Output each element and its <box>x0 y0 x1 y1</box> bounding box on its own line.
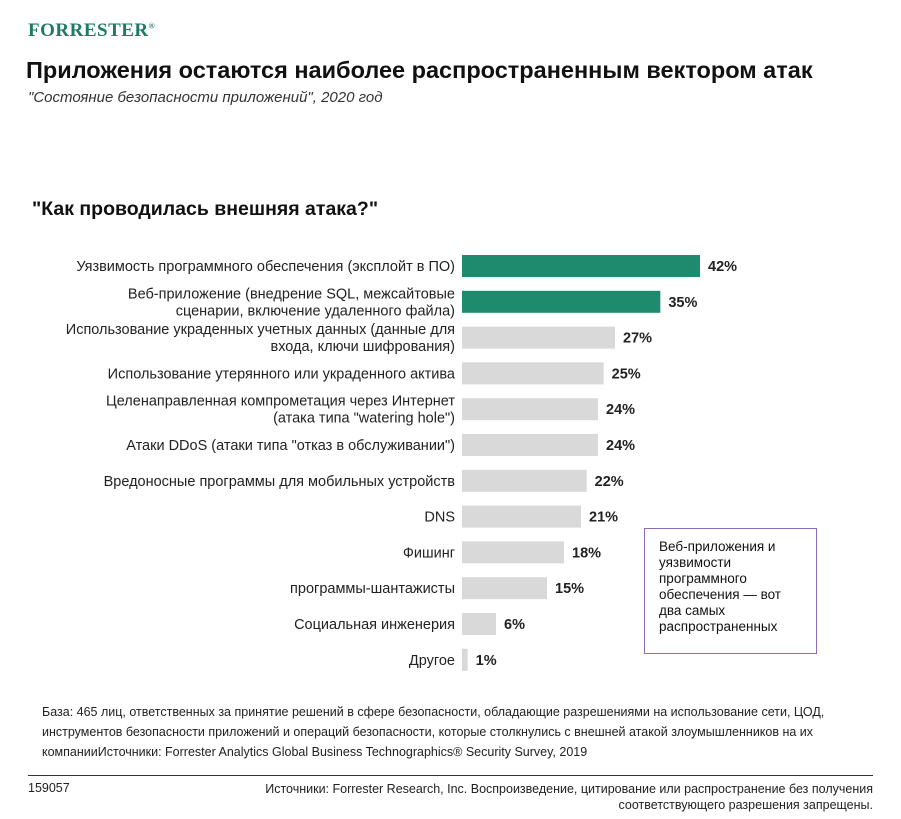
bar-10 <box>462 577 547 600</box>
bar-1 <box>462 255 700 277</box>
category-label-4: Использование утерянного или украденного… <box>108 366 456 382</box>
bar-chart: 42% Уязвимость программного обеспечения (… <box>66 255 737 671</box>
logo-registered-mark: ® <box>148 21 156 31</box>
forrester-logo: Forrester® <box>28 20 155 42</box>
category-label-1: Уязвимость программного обеспечения (экс… <box>76 259 455 275</box>
category-label-11: Социальная инженерия <box>294 617 455 633</box>
value-label-2: 35% <box>668 295 697 311</box>
logo-text: Forrester <box>28 20 149 41</box>
page-subtitle: "Состояние безопасности приложений", 202… <box>28 89 383 106</box>
copyright-notice: Источники: Forrester Research, Inc. Восп… <box>265 782 873 812</box>
category-label-5: Целенаправленная компрометация через Инт… <box>106 394 455 427</box>
callout-box: Веб-приложения и уязвимости программного… <box>644 528 817 654</box>
bar-4 <box>462 362 604 385</box>
page-title: Приложения остаются наиболее распростран… <box>26 57 813 83</box>
value-label-1: 42% <box>708 259 737 275</box>
category-label-3: Использование украденных учетных данных … <box>66 322 455 355</box>
footer-divider <box>28 775 873 776</box>
value-label-9: 18% <box>572 545 601 561</box>
value-label-8: 21% <box>589 510 618 526</box>
bar-9 <box>462 541 564 564</box>
document-id: 159057 <box>28 781 70 795</box>
bar-12 <box>462 648 468 671</box>
value-label-4: 25% <box>612 366 641 382</box>
value-label-3: 27% <box>623 331 652 347</box>
base-footnote: База: 465 лиц, ответственных за принятие… <box>42 705 825 759</box>
value-label-6: 24% <box>606 438 635 454</box>
bar-11 <box>462 613 496 635</box>
value-label-12: 1% <box>476 653 497 669</box>
bar-5 <box>462 398 598 421</box>
category-label-8: DNS <box>424 510 455 526</box>
bar-2 <box>462 290 661 313</box>
value-label-10: 15% <box>555 581 584 597</box>
bar-7 <box>462 469 587 492</box>
category-label-6: Атаки DDoS (атаки типа "отказ в обслужив… <box>126 438 455 454</box>
category-label-2: Веб-приложение (внедрение SQL, межсайтов… <box>128 286 455 319</box>
category-label-12: Другое <box>409 653 455 669</box>
value-label-5: 24% <box>606 402 635 418</box>
value-label-7: 22% <box>595 474 624 490</box>
bar-8 <box>462 505 581 528</box>
bar-3 <box>462 326 615 349</box>
value-label-11: 6% <box>504 617 525 633</box>
category-label-9: Фишинг <box>403 545 455 561</box>
category-label-10: программы-шантажисты <box>290 581 455 597</box>
chart-title: "Как проводилась внешняя атака?" <box>32 198 379 220</box>
bar-6 <box>462 434 598 456</box>
category-label-7: Вредоносные программы для мобильных устр… <box>104 474 456 490</box>
